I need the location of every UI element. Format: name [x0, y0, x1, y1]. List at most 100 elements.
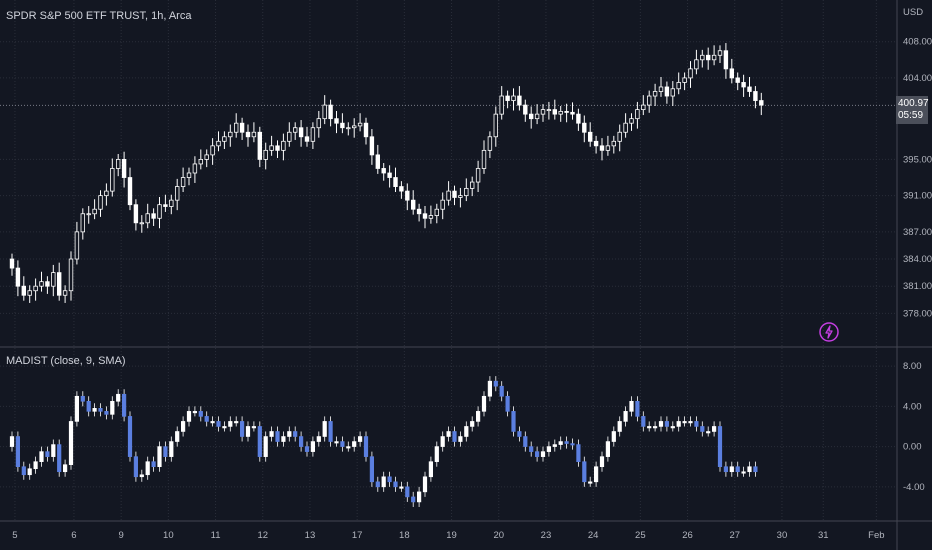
candle-body — [316, 118, 321, 129]
indicator-legend[interactable]: MADIST (close, 9, SMA) — [6, 355, 126, 367]
candle-body — [33, 285, 38, 292]
indicator-bar — [192, 411, 198, 414]
candle-body — [186, 172, 192, 178]
candle-body — [74, 231, 80, 260]
indicator-bar — [322, 421, 327, 437]
candle-body — [334, 118, 339, 124]
candle-body — [92, 208, 97, 215]
indicator-bar — [570, 443, 575, 446]
indicator-bar — [245, 426, 251, 437]
indicator-bar — [416, 491, 422, 503]
indicator-bar — [210, 421, 215, 424]
indicator-bar — [9, 436, 15, 447]
candle-body — [540, 109, 546, 115]
indicator-bar — [133, 456, 139, 478]
candle-body — [98, 195, 103, 210]
candle-body — [204, 154, 209, 160]
candle-body — [169, 199, 174, 207]
indicator-bar — [204, 416, 209, 422]
candle-body — [174, 186, 180, 201]
candle-body — [322, 104, 327, 120]
indicator-bar — [51, 444, 56, 457]
candle-body — [393, 177, 398, 187]
lightning-bolt-icon[interactable] — [818, 321, 840, 343]
candle-body — [86, 213, 91, 216]
candle-body — [753, 91, 758, 101]
candle-body — [729, 68, 734, 79]
candle-body — [21, 285, 26, 296]
indicator-bar — [458, 436, 463, 442]
candle-body — [487, 136, 493, 151]
indicator-bar — [700, 426, 705, 432]
time-tick-label: Feb — [868, 530, 884, 541]
indicator-bar — [33, 461, 38, 470]
indicator-bar — [57, 444, 62, 473]
indicator-bar — [62, 464, 68, 473]
candle-body — [741, 82, 746, 88]
candle-body — [747, 86, 752, 92]
indicator-bar — [399, 486, 404, 489]
candle-body — [499, 95, 504, 115]
time-tick-label: 10 — [163, 530, 174, 541]
indicator-bar — [706, 431, 711, 434]
indicator-bar — [281, 436, 286, 442]
candle-body — [682, 77, 687, 83]
indicator-bar — [428, 461, 434, 478]
indicator-bar — [446, 431, 451, 437]
candle-body — [375, 154, 380, 169]
indicator-bar — [676, 421, 681, 427]
indicator-bar — [623, 411, 628, 422]
candle-body — [251, 131, 257, 138]
candle-body — [558, 111, 563, 115]
candle-body — [121, 159, 127, 178]
candle-body — [198, 159, 203, 165]
candle-body — [570, 111, 575, 115]
indicator-bar — [251, 426, 257, 429]
indicator-bar — [747, 466, 752, 473]
candle-body — [245, 131, 251, 138]
indicator-bar — [481, 395, 487, 412]
time-tick-label: 12 — [257, 530, 268, 541]
indicator-bar — [694, 421, 699, 427]
indicator-bar — [116, 393, 121, 402]
indicator-bar — [664, 421, 669, 427]
indicator-bar — [340, 441, 345, 447]
candle-body — [257, 131, 262, 160]
candle-body — [357, 122, 363, 127]
symbol-legend[interactable]: SPDR S&P 500 ETF TRUST, 1h, Arca — [6, 10, 192, 22]
candle-body — [275, 145, 280, 151]
time-tick-label: 20 — [493, 530, 504, 541]
indicator-bar — [599, 456, 605, 468]
candle-body — [629, 118, 634, 124]
indicator-bar — [198, 411, 203, 417]
candle-body — [664, 86, 670, 97]
candle-body — [464, 187, 469, 197]
time-tick-label: 9 — [119, 530, 124, 541]
indicator-bar — [304, 446, 310, 452]
indicator-bar — [434, 446, 439, 462]
candle-body — [523, 104, 528, 115]
indicator-bar — [517, 431, 522, 437]
indicator-bar — [499, 385, 504, 397]
price-tick-label: 404.00 — [903, 73, 932, 84]
indicator-bar — [405, 486, 410, 498]
candle-body — [269, 145, 274, 151]
indicator-bar — [21, 466, 26, 476]
indicator-bar — [357, 436, 363, 442]
indicator-bar — [735, 466, 740, 473]
candle-body — [62, 290, 68, 296]
currency-label: USD — [903, 7, 923, 18]
price-tick-label: 395.00 — [903, 154, 932, 165]
candle-body — [652, 91, 658, 97]
candle-body — [617, 131, 622, 142]
time-tick-label: 25 — [635, 530, 646, 541]
last-price-badge: 400.97 05:59 — [896, 96, 929, 124]
indicator-bar — [98, 408, 103, 412]
indicator-bar — [369, 456, 375, 483]
candle-body — [706, 54, 711, 61]
candle-body — [287, 131, 292, 142]
indicator-bar — [298, 436, 304, 447]
candle-body — [723, 50, 729, 70]
